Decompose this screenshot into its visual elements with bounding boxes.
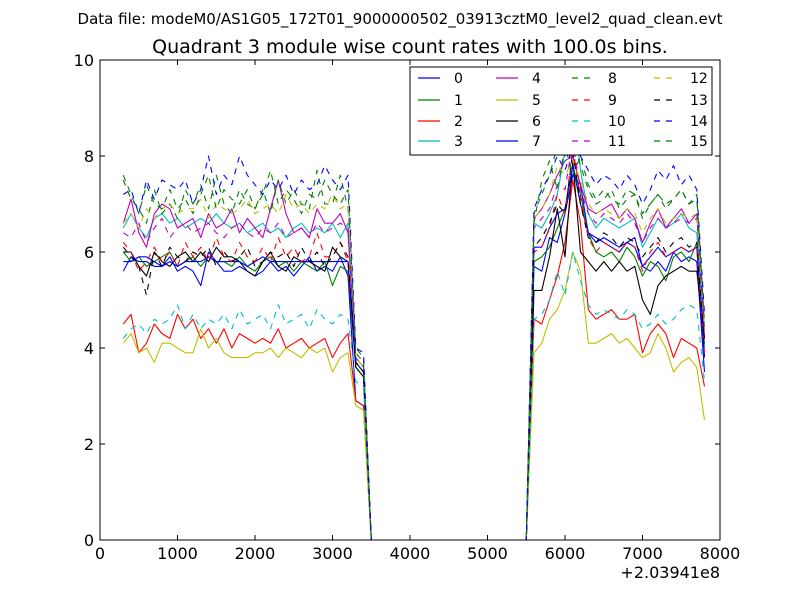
x-axis-offset-label: +2.03941e8 (620, 563, 720, 582)
series-line-13 (122, 150, 706, 541)
x-tick-label: 3000 (312, 544, 353, 563)
legend-label-10: 10 (608, 114, 626, 130)
series-line-12 (122, 160, 706, 541)
y-tick-label: 6 (84, 243, 94, 262)
legend-label-5: 5 (532, 93, 541, 109)
legend-label-7: 7 (532, 134, 541, 150)
chart-title: Quadrant 3 module wise count rates with … (152, 36, 668, 58)
legend-label-15: 15 (690, 134, 708, 150)
legend-label-4: 4 (532, 71, 541, 87)
x-tick-label: 2000 (235, 544, 276, 563)
y-tick-label: 0 (84, 531, 94, 550)
legend-label-8: 8 (608, 71, 617, 87)
x-tick-label: 0 (95, 544, 105, 563)
legend-label-12: 12 (690, 71, 708, 87)
x-tick-label: 1000 (157, 544, 198, 563)
legend-label-1: 1 (454, 93, 463, 109)
legend-frame (409, 66, 713, 156)
legend-label-2: 2 (454, 114, 463, 130)
x-tick-label: 8000 (700, 544, 741, 563)
legend-label-11: 11 (608, 134, 626, 150)
y-tick-label: 4 (84, 339, 94, 358)
y-tick-label: 10 (74, 51, 94, 70)
x-tick-label: 4000 (390, 544, 431, 563)
y-tick-label: 2 (84, 435, 94, 454)
legend-label-13: 13 (690, 93, 708, 109)
legend-label-9: 9 (608, 93, 617, 109)
series-line-14 (123, 145, 706, 541)
x-tick-label: 5000 (467, 544, 508, 563)
series-line-9 (122, 145, 706, 541)
x-tick-label: 7000 (622, 544, 663, 563)
legend-label-3: 3 (454, 134, 463, 150)
y-tick-label: 8 (84, 147, 94, 166)
legend-label-14: 14 (690, 114, 708, 130)
x-tick-label: 6000 (545, 544, 586, 563)
legend-label-0: 0 (454, 71, 463, 87)
legend-label-6: 6 (532, 114, 541, 130)
figure-suptitle: Data file: modeM0/AS1G05_172T01_90000005… (78, 10, 723, 29)
